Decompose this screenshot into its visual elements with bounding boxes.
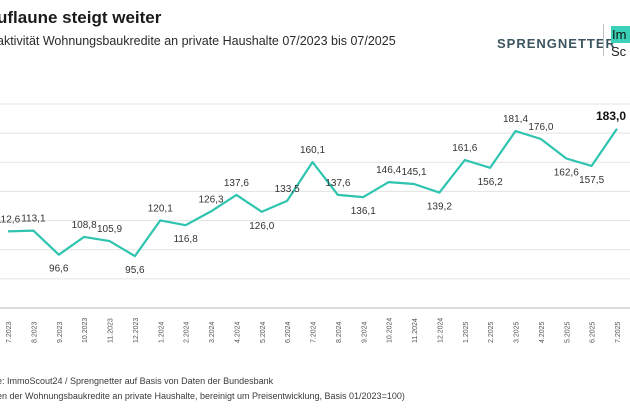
data-label: 181,4 xyxy=(503,114,528,125)
x-tick-label: 10.2023 xyxy=(82,318,89,343)
chart-subtitle: aktivität Wohnungsbaukredite an private … xyxy=(0,34,396,48)
x-tick-label: 5.2024 xyxy=(260,321,267,343)
data-label: 112,6 xyxy=(0,214,21,225)
x-tick-label: 11.2023 xyxy=(108,318,115,343)
x-tick-label: 12.2024 xyxy=(437,318,444,343)
x-tick-label: 7.2024 xyxy=(311,321,318,343)
x-tick-label: 7.2025 xyxy=(615,321,622,343)
data-label: 137,6 xyxy=(325,178,350,189)
immoscout-logo: Im Sc xyxy=(611,26,630,60)
x-tick-label: 1.2025 xyxy=(463,321,470,343)
chart-title: uflaune steigt weiter xyxy=(0,8,162,27)
data-label: 108,8 xyxy=(72,220,97,231)
x-tick-label: 12.2023 xyxy=(133,318,140,343)
x-tick-label: 7.2023 xyxy=(6,321,13,343)
x-tick-label: 10.2024 xyxy=(387,318,394,343)
data-label: 183,0 xyxy=(596,109,626,123)
x-tick-label: 4.2024 xyxy=(234,321,241,343)
x-tick-label: 9.2024 xyxy=(361,321,368,343)
data-label: 105,9 xyxy=(97,224,122,235)
x-tick-label: 1.2024 xyxy=(158,321,165,343)
data-label: 120,1 xyxy=(148,203,173,214)
data-label: 160,1 xyxy=(300,145,325,156)
x-tick-label: 3.2024 xyxy=(209,321,216,343)
source-note: e: ImmoScout24 / Sprengnetter auf Basis … xyxy=(0,376,274,386)
data-label: 162,6 xyxy=(554,167,579,178)
x-tick-label: 6.2025 xyxy=(590,321,597,343)
x-tick-label: 6.2024 xyxy=(285,321,292,343)
data-label: 161,6 xyxy=(452,143,477,154)
x-tick-label: 5.2025 xyxy=(564,321,571,343)
data-label: 133,5 xyxy=(275,184,300,195)
logo-divider xyxy=(603,24,604,56)
data-label: 126,0 xyxy=(249,221,274,232)
data-label: 96,6 xyxy=(49,264,69,275)
x-tick-label: 8.2024 xyxy=(336,321,343,343)
sprengnetter-logo: SPRENGNETTER xyxy=(497,36,616,51)
x-tick-label: 2.2025 xyxy=(488,321,495,343)
data-label: 116,8 xyxy=(173,234,198,245)
data-label: 156,2 xyxy=(478,177,503,188)
data-label: 136,1 xyxy=(351,206,376,217)
x-tick-label: 9.2023 xyxy=(57,321,64,343)
data-label: 126,3 xyxy=(198,194,223,205)
data-label: 176,0 xyxy=(528,122,553,133)
x-tick-label: 3.2025 xyxy=(514,321,521,343)
x-tick-label: 8.2023 xyxy=(31,321,38,343)
immoscout-logo-line2: Sc xyxy=(611,44,627,59)
x-tick-label: 2.2024 xyxy=(184,321,191,343)
immoscout-logo-line1: Im xyxy=(611,26,630,43)
data-label: 139,2 xyxy=(427,202,452,213)
x-tick-label: 11.2024 xyxy=(412,318,419,343)
x-tick-label: 4.2025 xyxy=(539,321,546,343)
data-label: 137,6 xyxy=(224,178,249,189)
data-label: 95,6 xyxy=(125,265,145,276)
methodology-note: en der Wohnungsbaukredite an private Hau… xyxy=(0,391,405,401)
data-label: 146,4 xyxy=(376,165,401,176)
data-label: 113,1 xyxy=(21,214,46,225)
data-label: 145,1 xyxy=(401,167,426,178)
data-label: 157,5 xyxy=(579,175,604,186)
